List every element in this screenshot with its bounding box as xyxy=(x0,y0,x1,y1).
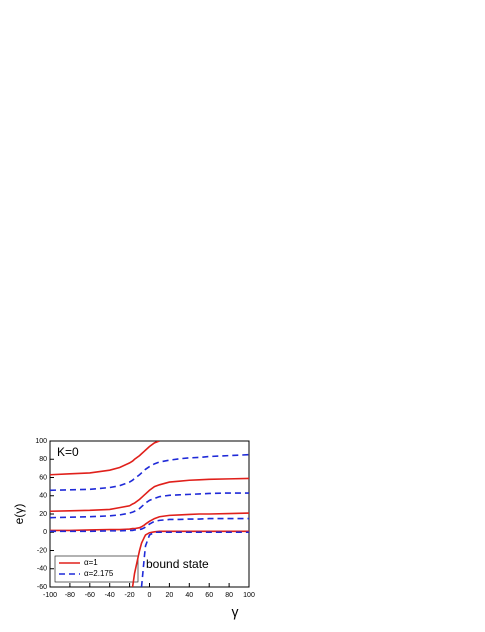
x-tick-label: 60 xyxy=(205,592,213,599)
x-tick-label: 100 xyxy=(243,592,255,599)
data-line xyxy=(50,441,160,476)
y-tick-label: -60 xyxy=(37,584,47,591)
y-tick-label: 80 xyxy=(39,456,47,463)
data-line xyxy=(50,517,249,533)
y-axis-label: e(γ) xyxy=(12,504,26,525)
x-tick-label: 20 xyxy=(166,592,174,599)
data-line xyxy=(140,531,249,587)
annotation: bound state xyxy=(146,557,209,571)
x-tick-label: -20 xyxy=(125,592,135,599)
data-line xyxy=(50,453,249,492)
y-tick-label: 0 xyxy=(43,529,47,536)
x-tick-label: -100 xyxy=(43,592,57,599)
legend-box xyxy=(54,555,139,583)
x-tick-label: -80 xyxy=(65,592,75,599)
data-line xyxy=(50,477,249,513)
x-tick-label: 0 xyxy=(148,592,152,599)
x-tick-label: -60 xyxy=(85,592,95,599)
x-tick-label: -40 xyxy=(105,592,115,599)
y-tick-label: 60 xyxy=(39,474,47,481)
annotation: K=0 xyxy=(57,445,79,459)
x-axis-label: γ xyxy=(232,604,239,620)
x-tick-label: 80 xyxy=(225,592,233,599)
legend-label: α=1 xyxy=(84,558,98,567)
x-tick-label: 40 xyxy=(185,592,193,599)
data-line xyxy=(50,492,249,519)
y-tick-label: 100 xyxy=(35,438,47,445)
y-tick-label: -20 xyxy=(37,547,47,554)
data-line xyxy=(50,512,249,532)
y-tick-label: -40 xyxy=(37,566,47,573)
y-tick-label: 20 xyxy=(39,511,47,518)
legend-label: α=2.175 xyxy=(84,569,114,578)
y-tick-label: 40 xyxy=(39,493,47,500)
